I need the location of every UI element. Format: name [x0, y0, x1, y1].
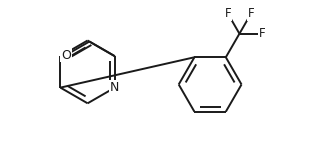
- Text: O: O: [61, 49, 71, 62]
- Text: F: F: [225, 7, 231, 20]
- Text: F: F: [259, 27, 266, 40]
- Text: F: F: [248, 7, 254, 20]
- Text: N: N: [110, 81, 120, 94]
